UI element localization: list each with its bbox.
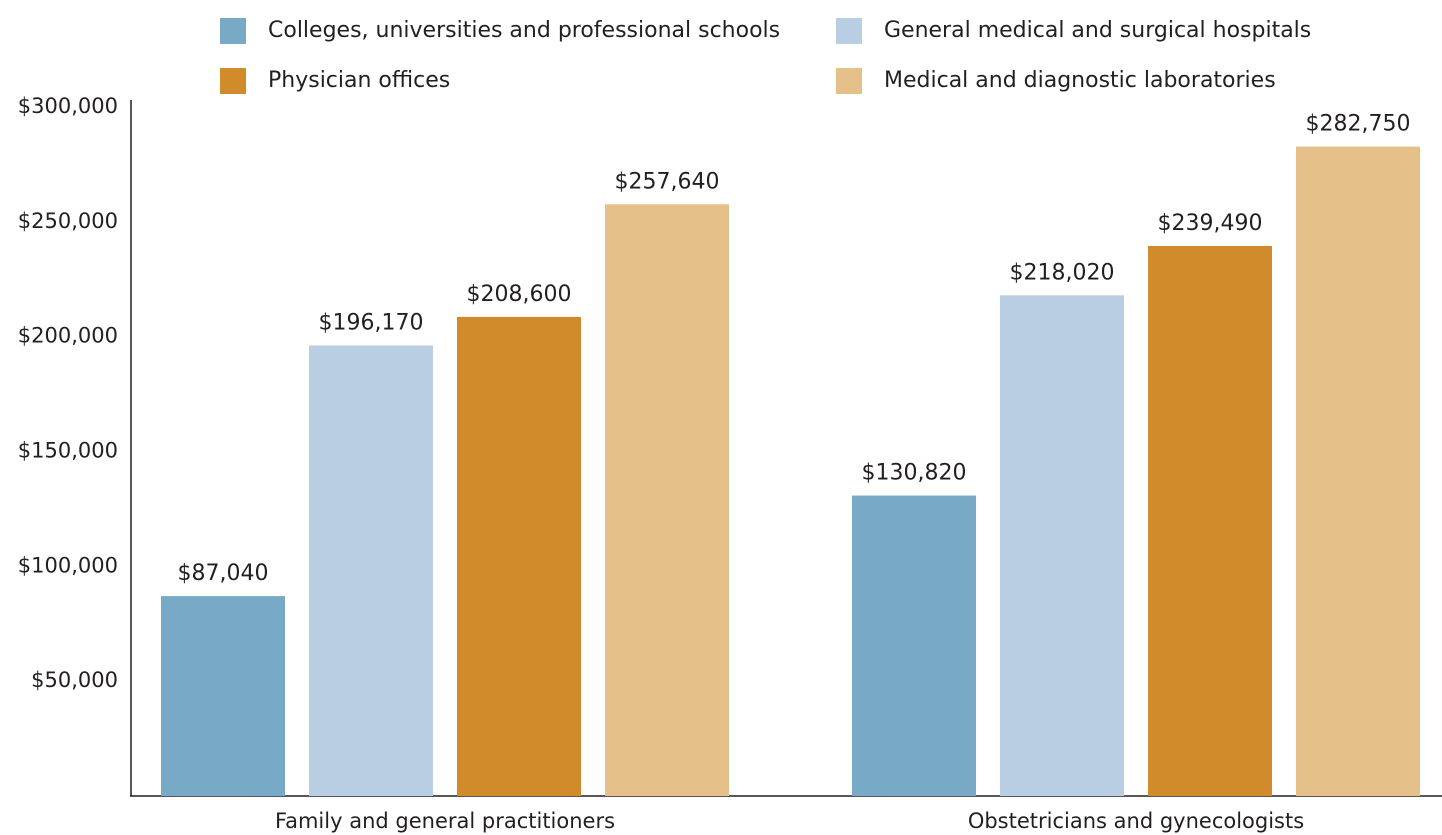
y-tick-label: $100,000 [18,553,118,577]
bar [852,495,976,796]
y-tick-label: $50,000 [31,668,118,692]
y-tick-label: $150,000 [18,439,118,463]
y-tick-label: $250,000 [18,209,118,233]
legend-swatch [220,68,246,94]
legend-label: Physician offices [268,68,450,93]
value-label: $87,040 [178,561,269,586]
y-tick-label: $300,000 [18,94,118,118]
value-label: $239,490 [1158,211,1263,236]
legend-swatch [836,68,862,94]
y-tick-label: $200,000 [18,324,118,348]
value-label: $218,020 [1010,260,1115,285]
bar [161,596,285,796]
bar [457,316,581,796]
value-label: $282,750 [1306,112,1411,137]
legend-swatch [220,18,246,44]
value-label: $208,600 [467,282,572,307]
value-label: $196,170 [319,310,424,335]
x-tick-label: Family and general practitioners [275,809,615,833]
bar [1000,295,1124,796]
bar [605,204,729,796]
value-label: $257,640 [615,169,720,194]
legend-swatch [836,18,862,44]
bar [1148,245,1272,796]
legend-label: General medical and surgical hospitals [884,18,1311,43]
legend-label: Medical and diagnostic laboratories [884,68,1276,93]
value-label: $130,820 [862,461,967,486]
legend-label: Colleges, universities and professional … [268,18,780,43]
bar [1296,146,1420,796]
bar [309,345,433,796]
x-tick-label: Obstetricians and gynecologists [968,809,1304,833]
